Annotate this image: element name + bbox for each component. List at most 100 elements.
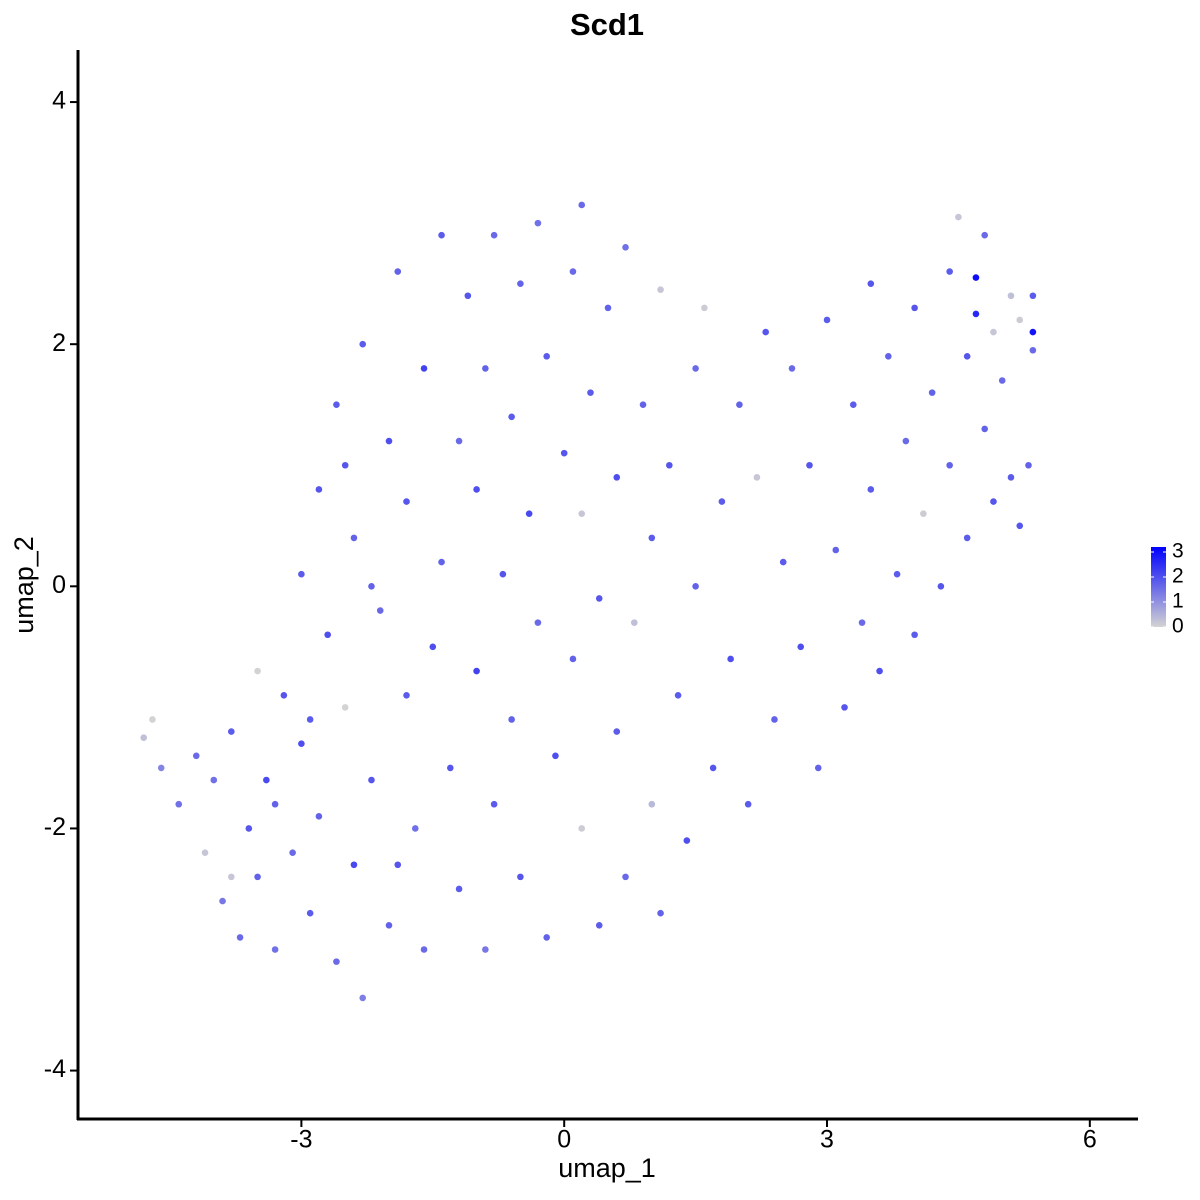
point	[587, 389, 594, 396]
point	[569, 268, 577, 275]
point	[1029, 292, 1037, 300]
point	[306, 716, 314, 723]
point	[149, 716, 156, 723]
point	[867, 486, 875, 493]
point	[552, 752, 559, 760]
point	[911, 631, 918, 639]
point	[1029, 328, 1037, 336]
point	[482, 946, 489, 953]
point	[963, 352, 971, 360]
point	[981, 425, 988, 433]
point	[937, 583, 945, 590]
point	[280, 691, 288, 699]
point	[1007, 474, 1015, 481]
y-tick-label: -2	[44, 813, 66, 841]
point	[359, 994, 367, 1002]
point	[254, 873, 261, 881]
point	[1025, 461, 1032, 469]
point	[376, 607, 384, 614]
colorbar-label: 3	[1172, 540, 1184, 563]
point	[333, 401, 340, 409]
point	[271, 800, 279, 808]
point	[920, 510, 927, 517]
point	[175, 800, 183, 808]
point	[990, 498, 997, 505]
point	[263, 776, 270, 784]
point	[849, 401, 857, 409]
point	[219, 897, 226, 905]
point	[578, 825, 586, 832]
point	[228, 873, 235, 881]
point	[613, 728, 621, 735]
y-tick-label: 2	[52, 329, 66, 357]
point	[385, 437, 393, 445]
point	[630, 619, 638, 626]
point	[289, 849, 296, 856]
point	[324, 631, 331, 639]
point	[718, 498, 726, 505]
point	[1016, 316, 1024, 324]
point	[499, 570, 507, 578]
point	[595, 595, 603, 602]
point	[368, 583, 375, 590]
point	[385, 921, 393, 929]
point	[998, 377, 1006, 384]
point	[981, 231, 988, 239]
point	[622, 244, 629, 251]
point	[1016, 522, 1024, 530]
point	[701, 304, 708, 312]
point	[578, 510, 586, 517]
point	[464, 292, 472, 300]
point	[228, 728, 235, 735]
point	[210, 776, 218, 784]
point	[411, 825, 419, 832]
point	[814, 764, 822, 772]
point	[613, 474, 621, 481]
point	[420, 365, 428, 372]
point	[692, 583, 699, 590]
point	[972, 310, 980, 318]
point	[709, 764, 717, 772]
point	[543, 934, 550, 941]
point	[543, 352, 550, 360]
point	[508, 716, 515, 723]
point	[517, 280, 524, 287]
point	[394, 268, 402, 275]
point	[683, 837, 691, 844]
point	[832, 546, 840, 554]
chart-title: Scd1	[570, 7, 644, 42]
point	[534, 219, 542, 227]
point	[455, 885, 463, 893]
point	[473, 486, 480, 493]
x-tick-label: 0	[557, 1126, 571, 1154]
point	[315, 813, 323, 820]
point	[254, 667, 261, 675]
point	[341, 461, 349, 469]
point	[657, 909, 664, 917]
point	[841, 704, 848, 711]
point	[797, 643, 805, 651]
point	[666, 461, 673, 469]
point	[394, 861, 402, 869]
point	[885, 352, 892, 360]
point	[674, 691, 682, 699]
colorbar-label: 2	[1172, 565, 1184, 588]
x-tick-label: 3	[820, 1126, 834, 1154]
point	[359, 340, 367, 348]
point	[157, 764, 165, 772]
point	[271, 946, 279, 953]
point	[990, 328, 997, 336]
point	[306, 909, 314, 917]
point	[744, 800, 752, 808]
point	[578, 201, 586, 209]
point	[902, 437, 910, 445]
y-tick-label: 4	[52, 87, 66, 115]
point	[315, 486, 323, 493]
point	[771, 716, 778, 723]
x-tick-label: -3	[290, 1126, 312, 1154]
point	[517, 873, 524, 881]
point	[341, 704, 349, 711]
point	[298, 570, 305, 578]
y-axis-title: umap_2	[9, 536, 39, 634]
